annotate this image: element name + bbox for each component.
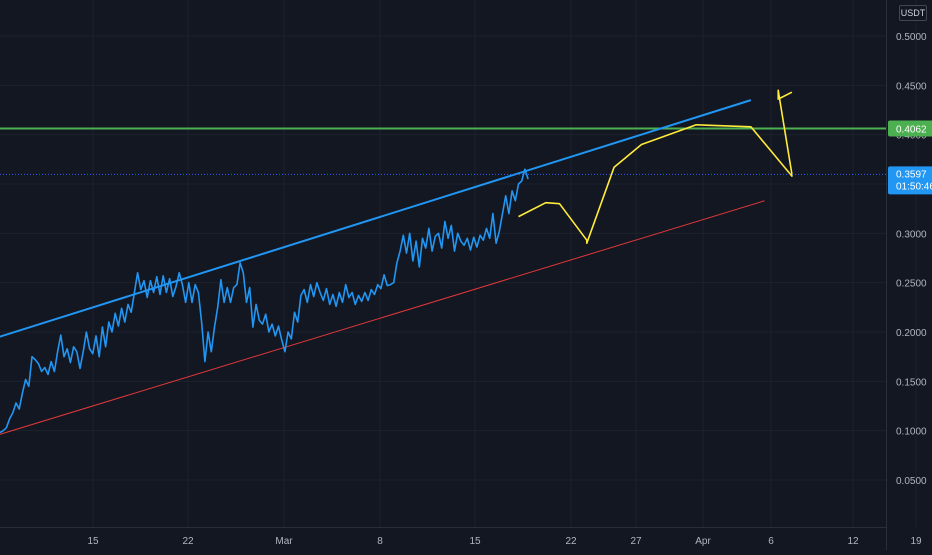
y-tick-label: 0.3000 [896,229,927,240]
y-tick-label: 0.2000 [896,328,927,339]
x-tick-label: 27 [630,536,642,547]
projection-path [518,89,793,244]
x-tick-label: 15 [469,536,481,547]
countdown-value: 01:50:46 [896,181,932,192]
y-tick-label: 0.4500 [896,81,927,92]
current-price-tag-bg [888,166,932,195]
x-tick-label: 8 [377,536,383,547]
x-tick-label: Mar [275,536,293,547]
resistance-price-tag: 0.4062 [888,120,932,137]
y-tick-label: 0.5000 [896,32,927,43]
y-tick-label: 0.2500 [896,279,927,290]
resistance-tag-bg [888,120,932,137]
current-price-value: 0.3597 [896,169,927,180]
grid-lines [0,0,917,527]
upper-channel-line [0,99,752,338]
x-tick-label: 15 [87,536,99,547]
price-line [0,168,529,434]
x-tick-label: 19 [910,536,922,547]
x-tick-label: 6 [768,536,774,547]
y-tick-label: 0.1000 [896,427,927,438]
x-tick-label: 12 [847,536,859,547]
lower-channel-line [0,200,765,435]
x-tick-label: Apr [695,536,711,547]
y-tick-label: 0.0500 [896,476,927,487]
x-tick-label: 22 [565,536,577,547]
x-tick-label: 22 [182,536,194,547]
resistance-tag-value: 0.4062 [896,125,927,136]
y-tick-label: 0.1500 [896,377,927,388]
currency-label[interactable]: USDT [899,5,927,21]
